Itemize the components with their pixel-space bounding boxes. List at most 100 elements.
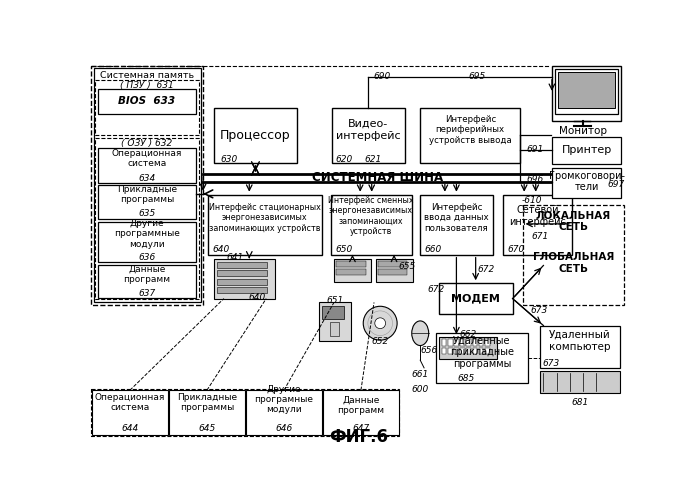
Text: 685: 685	[458, 374, 475, 383]
Text: BIOS  633: BIOS 633	[118, 96, 175, 106]
Text: Удаленный
компьютер: Удаленный компьютер	[549, 330, 610, 352]
FancyBboxPatch shape	[214, 108, 297, 163]
Text: Интерфейс сменных
энергонезависимых
запоминающих
устройств: Интерфейс сменных энергонезависимых запо…	[329, 196, 414, 237]
Text: 640: 640	[212, 245, 229, 254]
FancyBboxPatch shape	[552, 66, 621, 121]
FancyBboxPatch shape	[442, 339, 447, 345]
FancyBboxPatch shape	[435, 333, 528, 383]
Text: Прикладные
программы: Прикладные программы	[117, 185, 177, 204]
FancyBboxPatch shape	[169, 390, 245, 435]
Text: Интерфейс
периферийных
устройств вывода: Интерфейс периферийных устройств вывода	[429, 115, 512, 145]
FancyBboxPatch shape	[454, 339, 459, 345]
Text: 635: 635	[138, 210, 155, 219]
FancyBboxPatch shape	[420, 195, 493, 254]
Text: СИСТЕМНАЯ ШИНА: СИСТЕМНАЯ ШИНА	[312, 171, 443, 184]
Text: 636: 636	[138, 252, 155, 261]
Text: Процессор: Процессор	[220, 129, 291, 142]
FancyBboxPatch shape	[323, 390, 399, 435]
Text: 641: 641	[226, 252, 243, 261]
FancyBboxPatch shape	[99, 264, 196, 298]
FancyBboxPatch shape	[331, 195, 412, 254]
FancyBboxPatch shape	[448, 348, 452, 354]
FancyBboxPatch shape	[454, 348, 459, 354]
FancyBboxPatch shape	[460, 339, 465, 345]
Text: 621: 621	[365, 156, 382, 165]
Text: Другие
программные
модули: Другие программные модули	[114, 219, 180, 249]
FancyBboxPatch shape	[479, 348, 484, 354]
FancyBboxPatch shape	[208, 195, 322, 254]
FancyBboxPatch shape	[448, 339, 452, 345]
Text: 691: 691	[526, 146, 544, 155]
Text: 656: 656	[420, 346, 438, 355]
Text: Системная память: Системная память	[100, 71, 194, 80]
FancyBboxPatch shape	[540, 325, 621, 368]
Circle shape	[375, 318, 386, 329]
Text: 644: 644	[122, 424, 138, 433]
Text: 681: 681	[571, 398, 589, 407]
FancyBboxPatch shape	[99, 186, 196, 219]
FancyBboxPatch shape	[473, 348, 477, 354]
Text: 645: 645	[199, 424, 215, 433]
FancyBboxPatch shape	[319, 302, 351, 341]
Text: 600: 600	[412, 385, 429, 394]
Text: Интерфейс
ввода данных
пользователя: Интерфейс ввода данных пользователя	[424, 203, 489, 233]
FancyBboxPatch shape	[99, 148, 196, 183]
Text: 662: 662	[459, 329, 477, 338]
FancyBboxPatch shape	[217, 278, 267, 285]
FancyBboxPatch shape	[92, 66, 203, 305]
FancyBboxPatch shape	[217, 261, 267, 268]
Text: -610: -610	[522, 196, 542, 205]
FancyBboxPatch shape	[540, 371, 621, 393]
Text: 650: 650	[336, 245, 353, 254]
FancyBboxPatch shape	[322, 305, 344, 319]
Text: 630: 630	[220, 156, 237, 165]
Text: Операционная
система: Операционная система	[95, 393, 165, 412]
FancyBboxPatch shape	[552, 168, 621, 199]
FancyBboxPatch shape	[473, 339, 477, 345]
Text: ГЛОБАЛЬНАЯ
СЕТЬ: ГЛОБАЛЬНАЯ СЕТЬ	[533, 252, 614, 274]
Text: ( ОЗУ ) 632: ( ОЗУ ) 632	[121, 139, 173, 148]
Text: 673: 673	[542, 359, 560, 368]
FancyBboxPatch shape	[485, 348, 489, 354]
Text: 672: 672	[428, 285, 445, 294]
Text: 697: 697	[607, 180, 624, 189]
FancyBboxPatch shape	[466, 339, 471, 345]
FancyBboxPatch shape	[440, 283, 512, 314]
FancyBboxPatch shape	[217, 270, 267, 276]
FancyBboxPatch shape	[460, 348, 465, 354]
Text: Громкоговори-
тели: Громкоговори- тели	[549, 171, 624, 192]
FancyBboxPatch shape	[99, 222, 196, 261]
Text: 637: 637	[138, 289, 155, 298]
Text: 640: 640	[248, 292, 266, 301]
FancyBboxPatch shape	[440, 337, 497, 359]
FancyBboxPatch shape	[246, 390, 322, 435]
Text: Сетевой
интерфейс: Сетевой интерфейс	[509, 206, 565, 227]
FancyBboxPatch shape	[555, 69, 618, 114]
FancyBboxPatch shape	[378, 269, 407, 275]
FancyBboxPatch shape	[466, 348, 471, 354]
FancyBboxPatch shape	[92, 390, 168, 435]
Text: ЛОКАЛЬНАЯ
СЕТЬ: ЛОКАЛЬНАЯ СЕТЬ	[536, 211, 611, 233]
Text: 671: 671	[532, 233, 549, 242]
FancyBboxPatch shape	[331, 108, 405, 163]
Text: 672: 672	[478, 265, 495, 274]
Text: 634: 634	[138, 174, 155, 183]
FancyBboxPatch shape	[375, 258, 412, 281]
FancyBboxPatch shape	[479, 339, 484, 345]
FancyBboxPatch shape	[94, 68, 201, 302]
Circle shape	[363, 306, 397, 340]
Text: 673: 673	[530, 305, 547, 315]
Text: 620: 620	[336, 156, 353, 165]
Text: Принтер: Принтер	[561, 145, 612, 155]
Text: Операционная
система: Операционная система	[112, 149, 182, 168]
Text: ФИГ.6: ФИГ.6	[329, 428, 388, 446]
FancyBboxPatch shape	[552, 137, 621, 164]
FancyBboxPatch shape	[330, 322, 340, 336]
FancyBboxPatch shape	[99, 89, 196, 114]
Text: Монитор: Монитор	[559, 126, 607, 136]
Text: 696: 696	[526, 175, 544, 184]
Text: 660: 660	[425, 245, 442, 254]
Text: ( ПЗУ )  631: ( ПЗУ ) 631	[120, 81, 174, 90]
FancyBboxPatch shape	[336, 261, 366, 267]
Text: 670: 670	[507, 245, 524, 254]
